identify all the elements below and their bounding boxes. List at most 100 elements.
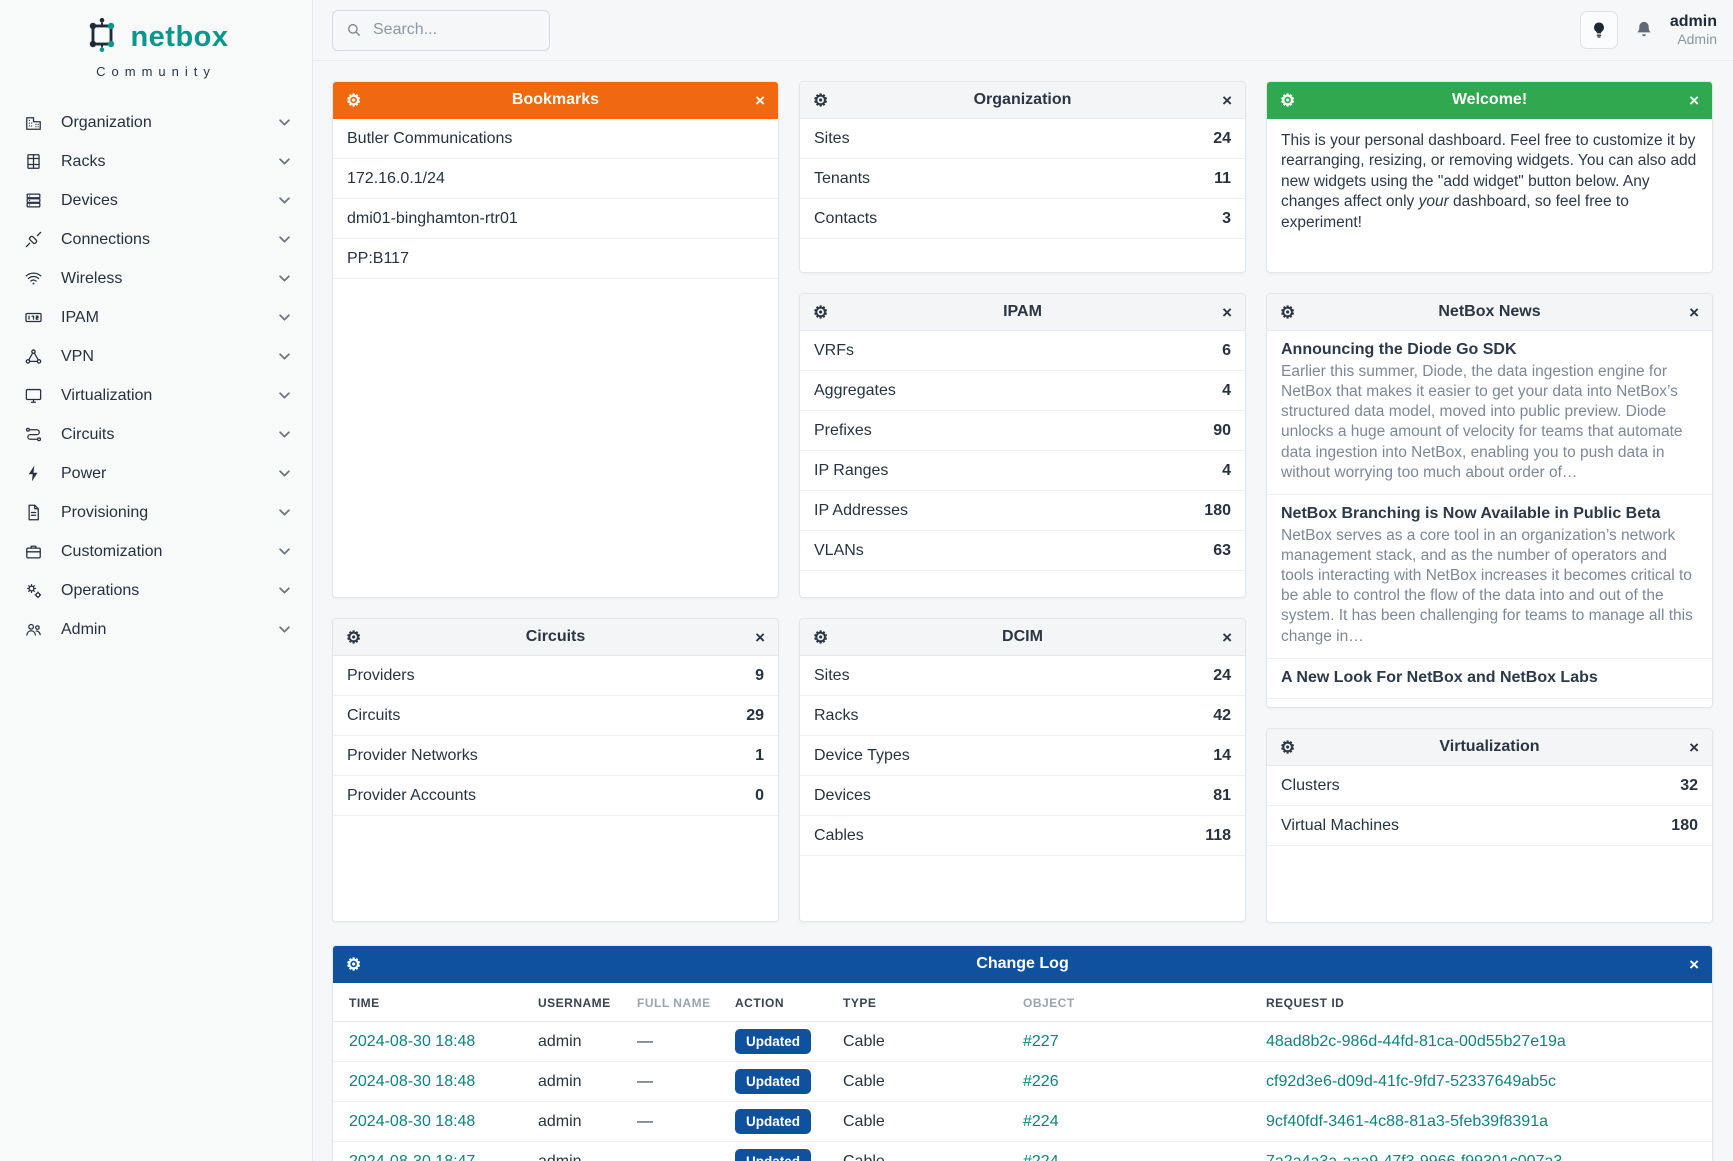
widget-close-icon[interactable]: ×: [755, 627, 765, 647]
sidebar-item-provisioning[interactable]: Provisioning: [0, 493, 312, 532]
stat-label[interactable]: Aggregates: [814, 381, 896, 399]
widget-close-icon[interactable]: ×: [755, 90, 765, 110]
widget-close-icon[interactable]: ×: [1222, 302, 1232, 322]
column-header[interactable]: OBJECT: [1015, 983, 1258, 1022]
widget-config-icon[interactable]: ⚙: [1280, 737, 1296, 757]
sidebar-item-devices[interactable]: Devices: [0, 181, 312, 220]
stat-label[interactable]: Clusters: [1281, 776, 1340, 794]
sidebar-item-virtualization[interactable]: Virtualization: [0, 376, 312, 415]
stat-label[interactable]: Circuits: [347, 706, 401, 724]
stat-label[interactable]: Devices: [814, 786, 871, 804]
sidebar-item-ipam[interactable]: IPAM: [0, 298, 312, 337]
change-time-link[interactable]: 2024-08-30 18:47: [349, 1152, 476, 1161]
change-time-link[interactable]: 2024-08-30 18:48: [349, 1032, 476, 1050]
sidebar-item-racks[interactable]: Racks: [0, 142, 312, 181]
sidebar-item-admin[interactable]: Admin: [0, 610, 312, 649]
user-menu[interactable]: admin Admin: [1670, 12, 1717, 48]
stat-label[interactable]: Provider Accounts: [347, 786, 476, 804]
stat-value: 180: [1671, 816, 1698, 834]
chevron-down-icon: [279, 547, 290, 556]
widget-netbox-news: ⚙ NetBox News × Announcing the Diode Go …: [1266, 293, 1713, 708]
widget-config-icon[interactable]: ⚙: [813, 627, 829, 647]
sidebar-item-vpn[interactable]: VPN: [0, 337, 312, 376]
stat-label[interactable]: Sites: [814, 666, 850, 684]
column-header[interactable]: FULL NAME: [629, 983, 727, 1022]
request-id-link[interactable]: cf92d3e6-d09d-41fc-9fd7-52337649ab5c: [1266, 1072, 1557, 1090]
widget-close-icon[interactable]: ×: [1689, 302, 1699, 322]
news-item-body: NetBox serves as a core tool in an organ…: [1281, 526, 1693, 645]
stat-value: 24: [1213, 129, 1231, 147]
change-type: Cable: [835, 1021, 1015, 1062]
column-header[interactable]: REQUEST ID: [1258, 983, 1712, 1022]
stat-label[interactable]: Provider Networks: [347, 746, 478, 764]
sidebar: netbox Community Organization Racks Devi…: [0, 0, 313, 1161]
request-id-link[interactable]: 48ad8b2c-986d-44fd-81ca-00d55b27e19a: [1266, 1032, 1566, 1050]
chevron-down-icon: [279, 196, 290, 205]
widget-config-icon[interactable]: ⚙: [346, 627, 362, 647]
bookmark-item[interactable]: Butler Communications: [333, 119, 778, 159]
news-item-title[interactable]: Announcing the Diode Go SDK: [1281, 341, 1517, 358]
widget-config-icon[interactable]: ⚙: [813, 302, 829, 322]
widget-config-icon[interactable]: ⚙: [346, 90, 362, 110]
brand-name: netbox: [130, 21, 229, 53]
stat-label[interactable]: Sites: [814, 129, 850, 147]
stat-value: 11: [1214, 169, 1231, 187]
sidebar-item-operations[interactable]: Operations: [0, 571, 312, 610]
stat-label[interactable]: Cables: [814, 826, 864, 844]
change-time-link[interactable]: 2024-08-30 18:48: [349, 1112, 476, 1130]
request-id-link[interactable]: 7a2a4a3a-aaa9-47f3-9966-f99301c007a3: [1266, 1152, 1563, 1161]
news-item-title[interactable]: A New Look For NetBox and NetBox Labs: [1281, 668, 1598, 686]
stat-label[interactable]: Providers: [347, 666, 415, 684]
object-link[interactable]: #224: [1023, 1112, 1059, 1130]
stat-label[interactable]: IP Ranges: [814, 461, 889, 479]
widget-config-icon[interactable]: ⚙: [1280, 302, 1296, 322]
sidebar-item-wireless[interactable]: Wireless: [0, 259, 312, 298]
stat-label[interactable]: VLANs: [814, 541, 864, 559]
column-header[interactable]: USERNAME: [530, 983, 629, 1022]
search-input[interactable]: [373, 21, 537, 39]
stat-label[interactable]: Virtual Machines: [1281, 816, 1399, 834]
main-area: admin Admin ⚙ Bookmarks × Butler Communi…: [313, 0, 1733, 1161]
sidebar-item-connections[interactable]: Connections: [0, 220, 312, 259]
stat-row: Providers 9: [333, 656, 778, 696]
sidebar-nav: Organization Racks Devices Connections W…: [0, 103, 312, 649]
news-item-title[interactable]: NetBox Branching is Now Available in Pub…: [1281, 504, 1661, 522]
change-time-link[interactable]: 2024-08-30 18:48: [349, 1072, 476, 1090]
request-id-link[interactable]: 9cf40fdf-3461-4c88-81a3-5feb39f8391a: [1266, 1112, 1548, 1130]
object-link[interactable]: #227: [1023, 1032, 1059, 1050]
widget-config-icon[interactable]: ⚙: [346, 954, 362, 974]
object-link[interactable]: #226: [1023, 1072, 1059, 1090]
bookmark-item[interactable]: dmi01-binghamton-rtr01: [333, 199, 778, 239]
stat-label[interactable]: VRFs: [814, 341, 854, 359]
theme-toggle-button[interactable]: [1579, 11, 1618, 49]
sidebar-item-organization[interactable]: Organization: [0, 103, 312, 142]
widget-close-icon[interactable]: ×: [1222, 90, 1232, 110]
widget-close-icon[interactable]: ×: [1689, 737, 1699, 757]
news-item-body: Earlier this summer, Diode, the data ing…: [1281, 363, 1683, 481]
widget-config-icon[interactable]: ⚙: [1280, 90, 1296, 110]
stat-label[interactable]: Racks: [814, 706, 859, 724]
sidebar-item-customization[interactable]: Customization: [0, 532, 312, 571]
stat-label[interactable]: Tenants: [814, 169, 871, 187]
change-full-name: —: [629, 1141, 727, 1161]
widget-close-icon[interactable]: ×: [1689, 90, 1699, 110]
notifications-button[interactable]: [1633, 19, 1655, 41]
bookmark-item[interactable]: 172.16.0.1/24: [333, 159, 778, 199]
bookmark-item[interactable]: PP:B117: [333, 239, 778, 279]
widget-config-icon[interactable]: ⚙: [813, 90, 829, 110]
widget-close-icon[interactable]: ×: [1689, 954, 1699, 974]
sidebar-item-circuits[interactable]: Circuits: [0, 415, 312, 454]
search-box[interactable]: [332, 9, 550, 51]
stat-label[interactable]: Prefixes: [814, 421, 872, 439]
stat-label[interactable]: Contacts: [814, 209, 878, 227]
widget-close-icon[interactable]: ×: [1222, 627, 1232, 647]
column-header[interactable]: TYPE: [835, 983, 1015, 1022]
stat-label[interactable]: IP Addresses: [814, 501, 908, 519]
column-header[interactable]: ACTION: [727, 983, 835, 1022]
chevron-down-icon: [279, 430, 290, 439]
brand-logo[interactable]: netbox Community: [0, 0, 312, 79]
stat-label[interactable]: Device Types: [814, 746, 910, 764]
column-header[interactable]: TIME: [333, 983, 530, 1022]
object-link[interactable]: #224: [1023, 1152, 1059, 1161]
sidebar-item-power[interactable]: Power: [0, 454, 312, 493]
